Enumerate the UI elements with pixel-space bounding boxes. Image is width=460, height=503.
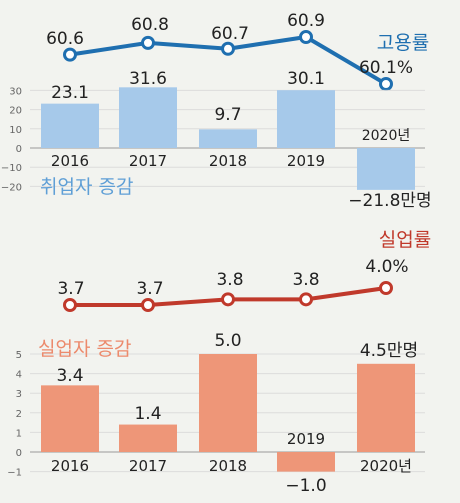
employed-change-bar — [41, 103, 99, 148]
unemployed-change-chart: 5 4 3 2 1 0 −1 3.4 1.4 5.0 −1.0 4.5만명 2016 201… — [7, 331, 425, 496]
unemployed-change-value-label: 3.4 — [56, 366, 83, 386]
unemployed-change-value-label: 1.4 — [134, 404, 161, 424]
y-tick-label: 5 — [16, 350, 22, 361]
y-tick-label: −1 — [7, 468, 22, 479]
employed-change-category-label: 2019 — [287, 152, 325, 170]
y-tick-label: 0 — [16, 448, 22, 459]
unemployed-change-category-label: 2020년 — [360, 457, 412, 475]
unemployment-rate-point — [221, 292, 235, 307]
employed-change-bar — [119, 87, 177, 148]
unemployment-rate-value-label: 3.7 — [57, 279, 84, 299]
employed-change-y-axis: 30 20 10 0 −10 −20 — [1, 86, 22, 193]
unemployed-change-value-label: 4.5만명 — [360, 341, 418, 361]
unemployed-change-title: 실업자 증감 — [38, 338, 131, 360]
y-tick-label: −20 — [1, 182, 22, 193]
y-tick-label: 10 — [9, 125, 22, 136]
employed-change-bar — [199, 129, 257, 148]
employed-change-title: 취업자 증감 — [40, 176, 133, 198]
employed-change-bar — [357, 148, 415, 190]
employed-change-value-label: −21.8만명 — [348, 191, 431, 211]
y-tick-label: 1 — [16, 428, 22, 439]
employment-rate-value-label: 60.9 — [287, 11, 325, 31]
unemployed-change-y-axis: 5 4 3 2 1 0 −1 — [7, 350, 22, 479]
unemployment-rate-chart: 3.7 3.7 3.8 3.8 4.0% 실업률 — [57, 229, 431, 312]
employment-rate-point — [221, 41, 235, 56]
employed-change-value-label: 23.1 — [51, 83, 89, 103]
y-tick-label: 3 — [16, 389, 22, 400]
y-tick-label: −10 — [1, 163, 22, 174]
employment-rate-point — [379, 77, 393, 91]
employment-rate-title: 고용률 — [377, 32, 429, 54]
employment-rate-point — [141, 35, 155, 50]
unemployed-change-bar — [119, 424, 177, 452]
employed-change-category-label: 2020년 — [362, 128, 411, 144]
y-tick-label: 30 — [9, 86, 22, 97]
employed-change-value-label: 30.1 — [287, 69, 325, 89]
employment-rate-value-label: 60.6 — [46, 29, 84, 49]
unemployment-rate-value-label: 3.8 — [292, 270, 319, 290]
unemployment-rate-point — [141, 298, 155, 312]
employed-change-chart: 30 20 10 0 −10 −20 23.1 31.6 9.7 30.1 −21.8만명… — [1, 69, 432, 211]
unemployment-rate-value-label: 4.0% — [365, 257, 408, 277]
unemployed-change-bar — [41, 385, 99, 452]
unemployed-change-value-label: 5.0 — [214, 331, 241, 351]
y-tick-label: 2 — [16, 409, 22, 420]
unemployment-rate-point — [63, 298, 77, 312]
employed-change-value-label: 31.6 — [129, 69, 167, 89]
employed-change-category-label: 2018 — [209, 152, 247, 170]
employment-rate-value-label: 60.7 — [211, 24, 249, 44]
employment-rate-value-label: 60.8 — [131, 15, 169, 35]
employment-rate-point — [299, 30, 313, 44]
unemployed-change-bar — [199, 354, 257, 452]
y-tick-label: 4 — [16, 370, 22, 381]
unemployed-change-category-label: 2016 — [51, 457, 89, 475]
y-tick-label: 20 — [9, 106, 22, 117]
unemployed-change-bar — [277, 452, 335, 472]
y-tick-label: 0 — [16, 144, 22, 155]
employed-change-value-label: 9.7 — [214, 105, 241, 125]
unemployed-change-category-label: 2017 — [129, 457, 167, 475]
unemployment-rate-point — [299, 292, 313, 307]
unemployed-change-bar — [357, 363, 415, 452]
unemployed-change-category-label: 2019 — [287, 430, 325, 448]
unemployment-rate-value-label: 3.8 — [216, 270, 243, 290]
employment-rate-value-label: 60.1% — [359, 58, 413, 78]
unemployment-rate-point — [379, 281, 393, 295]
employment-rate-chart: 60.6 60.8 60.7 60.9 60.1% 고용률 — [46, 11, 429, 91]
employed-change-category-label: 2017 — [129, 152, 167, 170]
unemployment-rate-value-label: 3.7 — [136, 279, 163, 299]
employed-change-bar — [277, 90, 335, 148]
unemployed-change-category-label: 2018 — [209, 457, 247, 475]
employment-rate-point — [63, 47, 77, 62]
unemployed-change-value-label: −1.0 — [285, 476, 326, 496]
unemployment-rate-title: 실업률 — [379, 229, 431, 251]
employed-change-category-label: 2016 — [51, 152, 89, 170]
